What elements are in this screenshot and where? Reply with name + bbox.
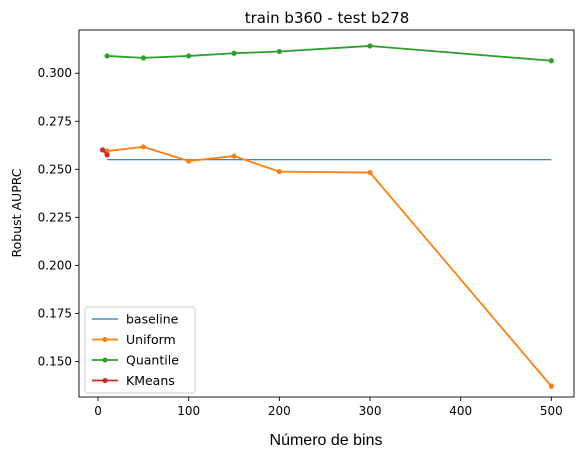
data-point-uniform: [276, 169, 282, 175]
data-point-quantile: [276, 48, 282, 55]
legend: baseline Uniform Quantile KMeans: [84, 306, 196, 394]
x-tick-label: 0: [94, 404, 102, 418]
chart-title: train b360 - test b278: [245, 9, 410, 27]
y-tick-label: 0.225: [38, 210, 72, 224]
legend-item-kmeans: KMeans: [92, 373, 175, 388]
x-tick-label: 200: [268, 404, 291, 418]
plot-frame: [78, 29, 575, 398]
data-point-quantile: [367, 43, 373, 49]
x-tick-label: 300: [359, 404, 382, 418]
data-point-uniform: [186, 158, 192, 164]
data-point-quantile: [186, 53, 192, 59]
data-point-uniform: [231, 153, 237, 159]
y-tick-label: 0.250: [38, 162, 72, 176]
y-tick-label: 0.150: [38, 354, 72, 368]
data-point-uniform: [548, 383, 554, 389]
legend-label: baseline: [126, 312, 179, 327]
data-point-quantile: [231, 50, 237, 56]
y-tick-label: 0.175: [38, 306, 72, 320]
data-point-kmeans: [99, 147, 106, 153]
legend-label: Quantile: [126, 353, 179, 368]
series-layer: [99, 43, 554, 389]
data-point-kmeans: [104, 152, 110, 158]
legend-marker: [102, 357, 108, 363]
legend-marker: [102, 377, 108, 384]
x-axis-label: Número de bins: [270, 432, 383, 449]
legend-box: [84, 306, 196, 394]
series-quantile: [104, 43, 554, 64]
data-point-quantile: [140, 55, 146, 61]
series-kmeans: [99, 147, 110, 158]
series-uniform: [104, 144, 554, 389]
legend-item-quantile: Quantile: [92, 353, 179, 368]
data-point-quantile: [548, 58, 554, 64]
legend-label: Uniform: [126, 332, 176, 347]
data-point-quantile: [104, 53, 110, 59]
y-tick-label: 0.200: [38, 258, 72, 272]
x-tick-label: 100: [177, 404, 200, 418]
legend-marker: [102, 336, 108, 343]
data-point-uniform: [367, 169, 373, 176]
x-tick-label: 500: [540, 404, 563, 418]
ticks-layer: 0 100 200 300 400 500 0.150 0.175 0.200 0.225 0.25…: [38, 66, 563, 418]
legend-item-uniform: Uniform: [92, 332, 176, 347]
y-axis-label: Robust AUPRC: [9, 168, 24, 257]
legend-item-baseline: baseline: [92, 312, 179, 327]
x-tick-label: 400: [449, 404, 472, 418]
data-point-uniform: [140, 144, 146, 150]
y-tick-label: 0.300: [38, 66, 72, 80]
y-tick-label: 0.275: [38, 114, 72, 128]
legend-label: KMeans: [126, 373, 175, 388]
